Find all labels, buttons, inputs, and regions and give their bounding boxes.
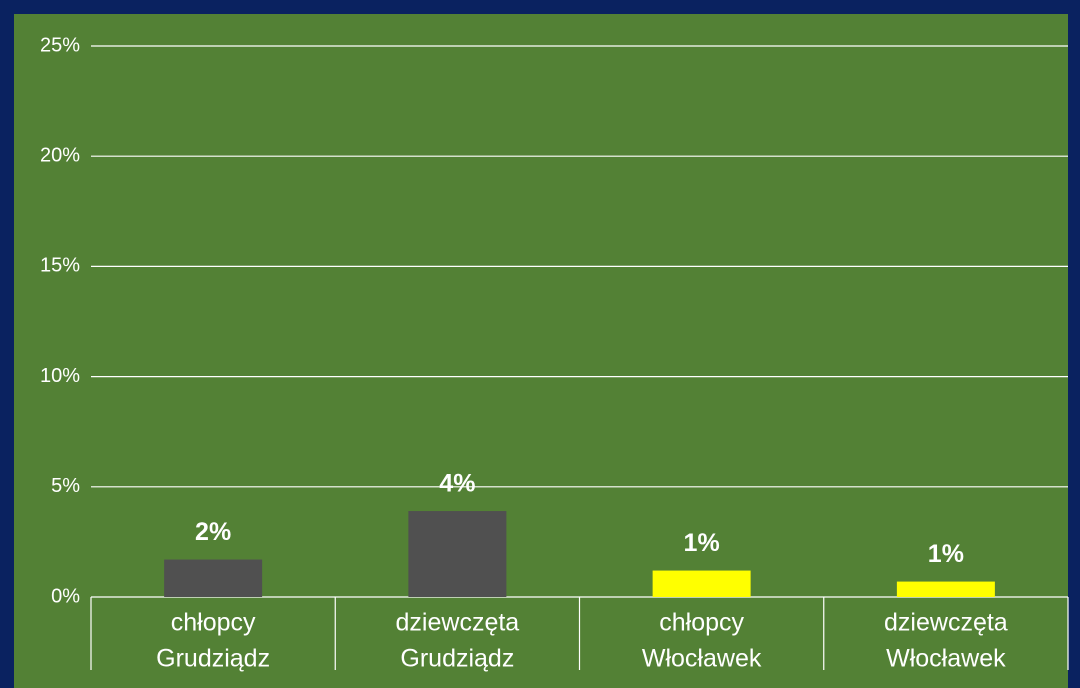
data-label: 4% [439, 470, 475, 498]
x-tick-label: Grudziądz [156, 645, 270, 673]
x-tick-label: dziewczęta [884, 609, 1008, 637]
y-tick-label: 20% [40, 144, 80, 166]
data-label: 1% [684, 529, 720, 557]
y-tick-label: 25% [40, 34, 80, 56]
x-tick-label: chłopcy [171, 609, 256, 637]
bar [164, 559, 263, 597]
y-tick-label: 10% [40, 365, 80, 387]
data-label: 2% [195, 518, 231, 546]
y-tick-label: 0% [51, 585, 80, 607]
x-tick-label: Włocławek [886, 645, 1006, 673]
y-tick-label: 5% [51, 475, 80, 497]
x-tick-label: Grudziądz [400, 645, 514, 673]
bar [408, 511, 507, 597]
bar [896, 581, 995, 597]
x-tick-label: chłopcy [659, 609, 744, 637]
y-tick-label: 15% [40, 255, 80, 277]
bar [652, 570, 751, 597]
x-tick-label: dziewczęta [396, 609, 520, 637]
x-tick-label: Włocławek [642, 645, 762, 673]
data-label: 1% [928, 540, 964, 568]
